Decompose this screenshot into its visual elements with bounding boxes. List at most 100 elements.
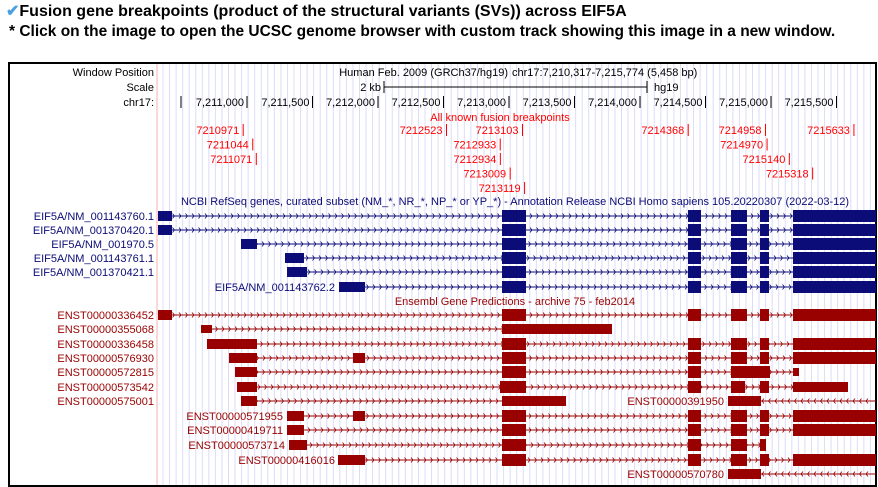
strand-arrow (294, 369, 298, 375)
strand-arrow (230, 227, 234, 233)
strand-arrow (638, 241, 642, 247)
strand-arrow (437, 269, 441, 275)
strand-arrow (411, 284, 415, 290)
strand-arrow (706, 442, 710, 448)
strand-arrow (750, 213, 754, 219)
strand-arrow (639, 269, 643, 275)
strand-arrow (637, 341, 641, 347)
strand-arrow (320, 269, 324, 275)
strand-arrow (542, 213, 546, 219)
strand-arrow (613, 355, 617, 361)
genome-browser-image[interactable]: Window Position Scale chr17: Human Feb. 200… (8, 62, 878, 487)
strand-arrow (483, 413, 487, 419)
position-text: chr17:7,210,317-7,215,774 (5,458 bp) (512, 67, 697, 79)
strand-arrow (476, 413, 480, 419)
strand-arrow (457, 269, 461, 275)
exon (502, 366, 526, 378)
strand-arrow (789, 213, 793, 219)
strand-arrow (591, 255, 595, 261)
strand-arrow (318, 341, 322, 347)
ensembl-transcript-label: ENST00000419711 (187, 425, 283, 437)
strand-arrow (826, 471, 830, 477)
strand-arrow (652, 269, 656, 275)
strand-arrow (654, 442, 658, 448)
strand-arrow (312, 255, 316, 261)
strand-arrow (534, 457, 538, 463)
strand-arrow (574, 413, 578, 419)
exon (793, 368, 799, 376)
strand-arrow (419, 213, 423, 219)
strand-arrow (645, 269, 649, 275)
exon (338, 455, 365, 465)
strand-arrow (751, 442, 755, 448)
strand-arrow (399, 312, 403, 318)
strand-arrow (677, 457, 681, 463)
strand-arrow (301, 355, 305, 361)
strand-arrow (491, 384, 495, 390)
strand-arrow (333, 427, 337, 433)
strand-arrow (769, 413, 773, 419)
strand-arrow (379, 369, 383, 375)
strand-arrow (379, 269, 383, 275)
strand-arrow (672, 213, 676, 219)
strand-arrow (398, 427, 402, 433)
strand-arrow (451, 312, 455, 318)
strand-arrow (621, 384, 625, 390)
strand-arrow (198, 227, 202, 233)
strand-arrow (470, 355, 474, 361)
strand-arrow (645, 413, 649, 419)
strand-arrow (559, 341, 563, 347)
strand-arrow (292, 341, 296, 347)
strand-arrow (198, 312, 202, 318)
strand-arrow (296, 384, 300, 390)
ensembl-transcript-label: ENST00000572815 (57, 367, 154, 379)
strand-arrow (483, 269, 487, 275)
strand-arrow (368, 384, 372, 390)
strand-arrow (555, 312, 559, 318)
strand-arrow (321, 355, 325, 361)
strand-arrow (215, 326, 219, 332)
strand-arrow (295, 213, 299, 219)
strand-arrow (391, 457, 395, 463)
strand-arrow (653, 312, 657, 318)
strand-arrow (458, 312, 462, 318)
ruler-tick-label: 7,212,500 (392, 97, 441, 109)
strand-arrow (385, 269, 389, 275)
strand-arrow (813, 471, 817, 477)
strand-arrow (787, 471, 791, 477)
strand-arrow (475, 326, 479, 332)
strand-arrow (438, 227, 442, 233)
strand-arrow (568, 213, 572, 219)
exon (760, 210, 769, 222)
strand-arrow (633, 213, 637, 219)
strand-arrow (458, 213, 462, 219)
strand-arrow (442, 255, 446, 261)
exon (731, 281, 747, 293)
strand-arrow (594, 355, 598, 361)
strand-arrow (346, 269, 350, 275)
strand-arrow (364, 326, 368, 332)
strand-arrow (682, 341, 686, 347)
strand-arrow (789, 312, 793, 318)
exon (731, 454, 747, 466)
exon (688, 238, 701, 250)
strand-arrow (243, 312, 247, 318)
strand-arrow (658, 284, 662, 290)
strand-arrow (771, 384, 775, 390)
strand-arrow (665, 413, 669, 419)
strand-arrow (724, 355, 728, 361)
strand-arrow (410, 326, 414, 332)
strand-arrow (277, 384, 281, 390)
strand-arrow (478, 442, 482, 448)
strand-arrow (380, 213, 384, 219)
strand-arrow (295, 227, 299, 233)
strand-arrow (626, 269, 630, 275)
strand-arrow (620, 355, 624, 361)
strand-arrow (446, 442, 450, 448)
strand-arrow (754, 341, 758, 347)
strand-arrow (306, 326, 310, 332)
ensembl-transcript-label: ENST00000573714 (188, 440, 285, 452)
strand-arrow (262, 369, 266, 375)
strand-arrow (581, 355, 585, 361)
strand-arrow (430, 398, 434, 404)
